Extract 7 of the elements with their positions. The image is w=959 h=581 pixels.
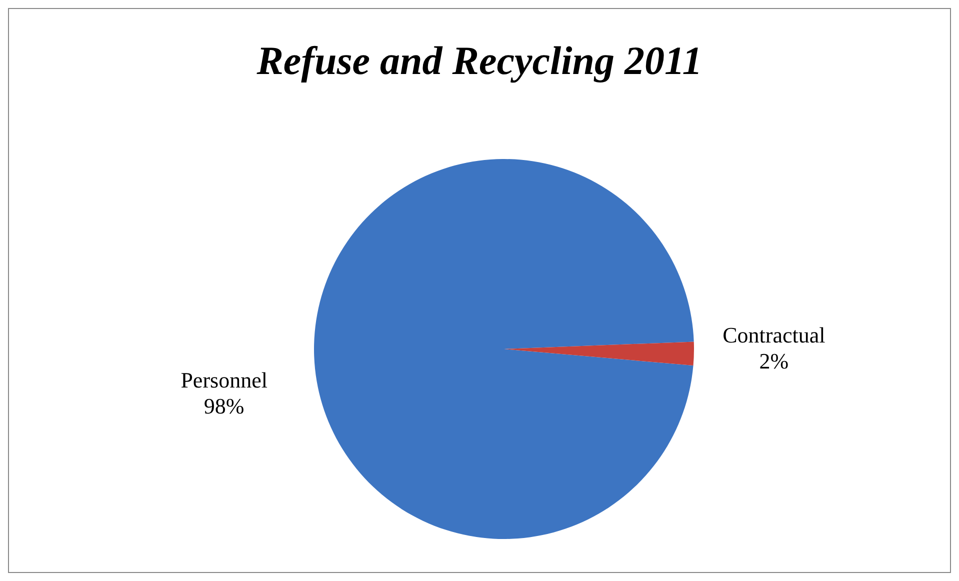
data-label: 2% <box>759 348 789 374</box>
slice-label: Personnel <box>180 367 268 392</box>
slice-label: Contractual <box>722 322 826 348</box>
data-label: 98% <box>204 393 244 418</box>
chart-title: Refuse and Recycling 2011 <box>256 37 704 84</box>
pie-slice <box>504 342 694 366</box>
pie-slice <box>314 159 694 539</box>
